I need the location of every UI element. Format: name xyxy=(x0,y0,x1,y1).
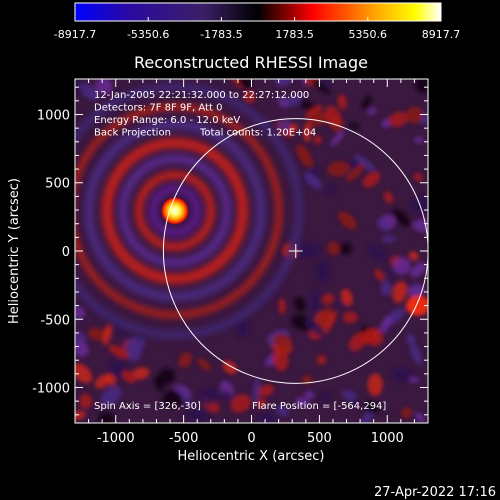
y-tick-label: 500 xyxy=(45,177,70,192)
annotation-line: 12-Jan-2005 22:21:32.000 to 22:27:12.000 xyxy=(94,90,309,101)
x-tick-label: -1000 xyxy=(97,431,135,446)
spin-axis-label: Spin Axis = [326,-30] xyxy=(94,401,201,412)
x-tick-label: -500 xyxy=(169,431,199,446)
y-axis-label: Heliocentric Y (arcsec) xyxy=(7,178,22,324)
colorbar-tick-label: -5350.6 xyxy=(127,28,169,41)
colorbar-tick-label: -1783.5 xyxy=(200,28,242,41)
solar-limb-circle xyxy=(162,118,428,384)
x-tick-label: 500 xyxy=(307,431,332,446)
center-cross-marker xyxy=(288,244,303,258)
annotation-total-counts: Total counts: 1.20E+04 xyxy=(199,128,316,139)
colorbar-labels: -8917.7 -5350.6 -1783.5 1783.5 5350.6 8917.7 xyxy=(54,28,460,41)
x-tick-labels: -1000 -500 0 500 1000 xyxy=(97,431,404,446)
colorbar-ticks xyxy=(74,17,442,21)
annotation-block: 12-Jan-2005 22:21:32.000 to 22:27:12.000… xyxy=(94,90,316,139)
colorbar-tick-label: 8917.7 xyxy=(422,28,461,41)
annotation-line: Energy Range: 6.0 - 12.0 keV xyxy=(94,115,240,126)
x-tick-label: 1000 xyxy=(371,431,404,446)
colorbar-tick-label: 1783.5 xyxy=(275,28,314,41)
y-tick-label: -500 xyxy=(40,313,70,328)
colorbar-tick-label: -8917.7 xyxy=(54,28,96,41)
y-tick-label: 0 xyxy=(62,245,70,260)
annotation-method: Back Projection xyxy=(94,128,171,139)
x-axis-label: Heliocentric X (arcsec) xyxy=(178,449,325,464)
flare-position-label: Flare Position = [-564,294] xyxy=(252,401,386,412)
colorbar-tick-label: 5350.6 xyxy=(349,28,388,41)
axis-ticks xyxy=(75,79,428,423)
x-tick-label: 0 xyxy=(247,431,255,446)
y-tick-labels: 1000 500 0 -500 -1000 xyxy=(32,108,70,396)
heatmap xyxy=(75,79,428,423)
annotation-line: Detectors: 7F 8F 9F, Att 0 xyxy=(94,103,222,114)
colorbar xyxy=(74,2,442,22)
flare-source xyxy=(160,196,189,225)
footer-timestamp: 27-Apr-2022 17:16 xyxy=(374,485,496,500)
y-tick-label: 1000 xyxy=(37,108,70,123)
y-tick-label: -1000 xyxy=(32,382,70,397)
chart-title: Reconstructed RHESSI Image xyxy=(134,53,368,72)
